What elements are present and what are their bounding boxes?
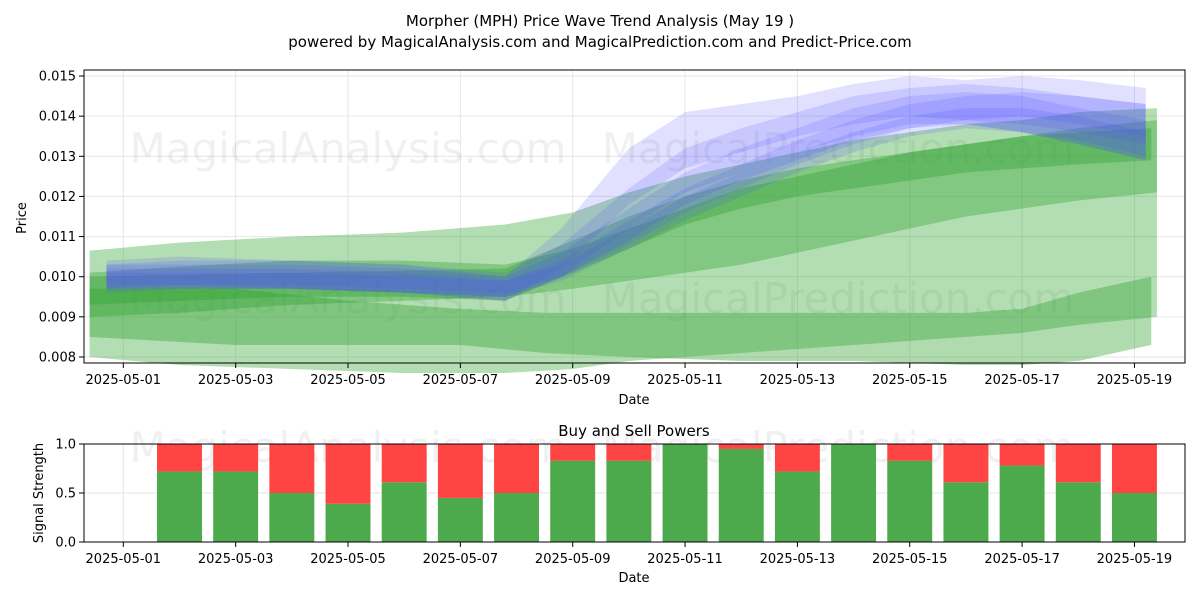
- price-x-tick-label: 2025-05-09: [535, 373, 611, 388]
- price-plot-area: MagicalAnalysis.com MagicalPrediction.co…: [39, 69, 1186, 388]
- price-y-tick-label: 0.008: [39, 350, 76, 365]
- buy-bar: [606, 460, 652, 542]
- power-x-tick-label: 2025-05-05: [310, 552, 386, 567]
- price-y-axis-title: Price: [15, 202, 30, 234]
- price-y-tick-label: 0.011: [39, 230, 76, 245]
- buy-bar: [213, 471, 259, 542]
- price-x-tick-label: 2025-05-07: [423, 373, 499, 388]
- price-watermark-3: MagicalAnalysis.com: [130, 274, 567, 323]
- buy-bar: [325, 503, 371, 542]
- buy-bar: [943, 482, 989, 542]
- sell-bar: [718, 444, 764, 449]
- blue-wave-band: [106, 92, 1146, 293]
- sell-bar: [213, 444, 259, 472]
- buy-bar: [831, 444, 877, 542]
- buy-bar: [157, 471, 202, 542]
- buy-bar: [662, 444, 708, 542]
- price-plot-frame: [83, 69, 1186, 364]
- power-y-axis-title: Signal Strength: [32, 443, 47, 543]
- sell-bar: [550, 444, 596, 461]
- buy-bar: [381, 482, 427, 542]
- price-y-tick-label: 0.009: [39, 310, 76, 325]
- price-plot-background: [84, 70, 1185, 363]
- price-y-axis: 0.008 0.009 0.010 0.011 0.012 0.013 0.014 0.015: [39, 70, 84, 365]
- power-x-tick-label: 2025-05-17: [984, 552, 1060, 567]
- blue-wave-band: [106, 84, 1146, 301]
- power-x-tick-label: 2025-05-19: [1097, 552, 1173, 567]
- price-y-tick-label: 0.010: [39, 270, 76, 285]
- buy-bar: [437, 497, 483, 542]
- power-plot-area: MagicalAnalysis.com MagicalPrediction.co…: [55, 423, 1186, 567]
- sell-bar: [437, 444, 483, 498]
- price-x-axis-title: Date: [618, 393, 649, 408]
- price-x-tick-label: 2025-05-05: [310, 373, 386, 388]
- power-x-tick-label: 2025-05-01: [86, 552, 162, 567]
- blue-wave-band: [106, 92, 1146, 297]
- blue-wave-bands: [106, 76, 1146, 301]
- buy-bar: [494, 493, 540, 542]
- green-wave-band: [89, 120, 1157, 317]
- price-y-tick-label: 0.015: [39, 70, 76, 85]
- power-y-tick-label: 1.0: [55, 438, 76, 453]
- price-watermark-2: MagicalPrediction.com: [602, 124, 1075, 173]
- blue-wave-band: [106, 108, 1146, 297]
- sell-bar: [774, 444, 820, 472]
- sell-bar: [269, 444, 315, 493]
- price-x-tick-label: 2025-05-13: [760, 373, 836, 388]
- buy-bar: [1055, 482, 1101, 542]
- price-x-tick-label: 2025-05-15: [872, 373, 948, 388]
- power-x-tick-label: 2025-05-03: [198, 552, 274, 567]
- power-x-tick-label: 2025-05-09: [535, 552, 611, 567]
- sell-bar: [494, 444, 540, 493]
- sell-bar: [157, 444, 202, 472]
- green-wave-band: [89, 276, 1152, 366]
- price-y-tick-label: 0.014: [39, 110, 76, 125]
- sell-bar: [999, 444, 1045, 466]
- price-x-tick-label: 2025-05-01: [86, 373, 162, 388]
- green-wave-bands: [89, 108, 1157, 374]
- power-bars: [157, 444, 1157, 542]
- blue-wave-band: [106, 76, 1146, 301]
- price-x-tick-label: 2025-05-03: [198, 373, 274, 388]
- buy-bar: [887, 460, 933, 542]
- price-x-tick-label: 2025-05-19: [1097, 373, 1173, 388]
- sell-bar: [1111, 444, 1157, 493]
- power-x-tick-label: 2025-05-07: [423, 552, 499, 567]
- price-chart-title: Morpher (MPH) Price Wave Trend Analysis …: [406, 12, 794, 30]
- green-wave-band: [89, 108, 1157, 374]
- sell-bar: [1055, 444, 1101, 483]
- power-x-axis-title: Date: [618, 571, 649, 586]
- power-x-tick-label: 2025-05-11: [647, 552, 723, 567]
- sell-bar: [381, 444, 427, 483]
- price-chart-subtitle: powered by MagicalAnalysis.com and Magic…: [288, 33, 912, 51]
- price-x-tick-label: 2025-05-17: [984, 373, 1060, 388]
- price-watermark-1: MagicalAnalysis.com: [130, 124, 567, 173]
- power-x-axis: 2025-05-01 2025-05-03 2025-05-05 2025-05-07…: [86, 542, 1173, 567]
- green-wave-band: [89, 128, 1152, 305]
- buy-bar: [269, 493, 315, 542]
- sell-bar: [325, 444, 371, 504]
- price-watermark-4: MagicalPrediction.com: [602, 274, 1075, 323]
- power-y-tick-label: 0.0: [55, 536, 76, 551]
- buy-bar: [1111, 493, 1157, 542]
- price-y-tick-label: 0.012: [39, 190, 76, 205]
- price-x-axis: 2025-05-01 2025-05-03 2025-05-05 2025-05-07…: [86, 363, 1173, 388]
- buy-bar: [718, 448, 764, 542]
- sell-bar: [887, 444, 933, 461]
- price-grid: [84, 70, 1185, 363]
- price-y-tick-label: 0.013: [39, 150, 76, 165]
- buy-bar: [999, 465, 1045, 542]
- price-x-tick-label: 2025-05-11: [647, 373, 723, 388]
- power-chart-title: Buy and Sell Powers: [558, 422, 710, 440]
- power-x-tick-label: 2025-05-15: [872, 552, 948, 567]
- power-y-axis: 0.0 0.5 1.0: [55, 438, 84, 551]
- sell-bar: [943, 444, 989, 483]
- buy-bar: [774, 471, 820, 542]
- power-y-tick-label: 0.5: [55, 487, 76, 502]
- sell-bar: [606, 444, 652, 461]
- power-x-tick-label: 2025-05-13: [760, 552, 836, 567]
- buy-bar: [550, 460, 596, 542]
